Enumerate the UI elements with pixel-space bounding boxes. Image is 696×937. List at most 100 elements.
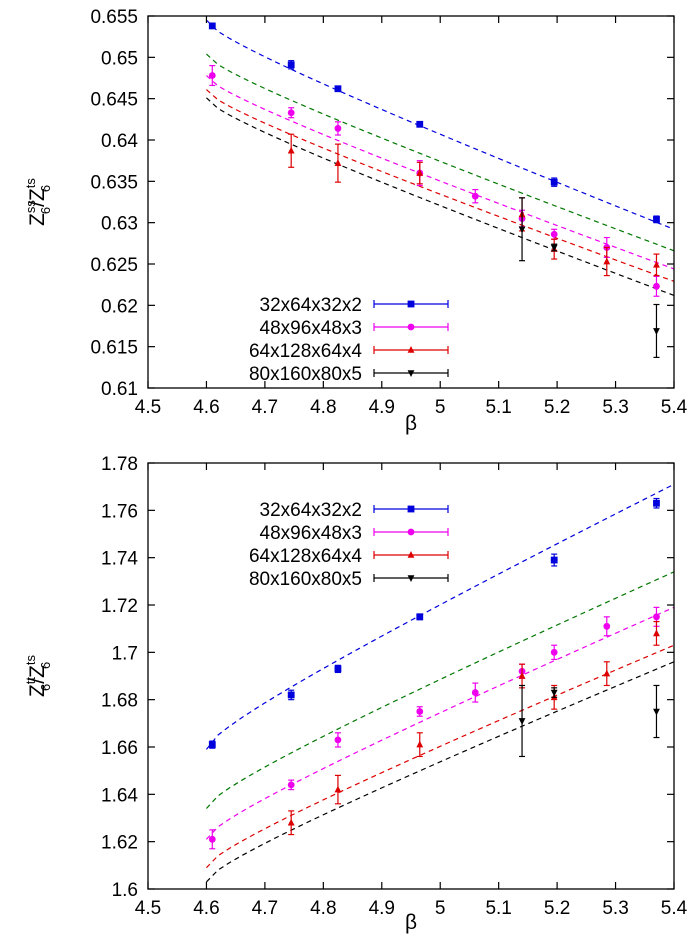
x-tick-label: 5.3 (602, 397, 628, 418)
y-label-part: 6 (38, 684, 53, 691)
x-tick-label: 5.2 (544, 898, 570, 919)
legend-marker (407, 370, 415, 377)
data-point (287, 691, 295, 699)
x-tick-label: 5.2 (544, 397, 570, 418)
data-point (287, 146, 295, 154)
series-1 (208, 497, 660, 749)
series-2 (208, 606, 660, 850)
fit-curve-4 (206, 89, 675, 282)
data-point (653, 260, 660, 268)
data-point (653, 708, 660, 716)
plot-frame (147, 462, 675, 890)
y-tick-label: 0.625 (90, 255, 138, 276)
y-label-part: ts (23, 654, 38, 665)
data-point (550, 230, 558, 238)
series-2 (208, 64, 660, 297)
data-point (334, 785, 342, 793)
y-tick-label: 1.62 (101, 833, 138, 854)
y-label-part: ss (23, 200, 38, 214)
data-point (603, 622, 611, 630)
data-point (603, 257, 611, 265)
fit-curve-5 (206, 97, 675, 296)
legend-marker (407, 551, 415, 558)
legend-marker (407, 300, 415, 308)
legend-marker (407, 575, 415, 582)
data-point (518, 672, 526, 679)
y-label-part: 6 (38, 207, 53, 214)
data-point (416, 613, 424, 621)
y-tick-label: 1.72 (101, 596, 138, 617)
series-4 (518, 197, 660, 359)
y-tick-label: 0.63 (101, 214, 138, 235)
data-point (550, 556, 558, 564)
legend-label: 64x128x64x4 (249, 546, 362, 567)
y-axis-label: Zss6/Zts6 (23, 178, 53, 226)
legend-label: 80x160x80x5 (249, 364, 362, 385)
y-tick-label: 0.61 (101, 379, 138, 400)
data-point (653, 328, 660, 335)
y-tick-label: 1.6 (112, 880, 138, 901)
data-point (653, 282, 660, 290)
fit-curve-3 (206, 75, 675, 270)
legend-label: 32x64x32x2 (260, 500, 362, 521)
x-tick-label: 4.7 (252, 898, 278, 919)
x-tick-label: 5.4 (661, 397, 688, 418)
x-tick-label: 4.9 (369, 898, 395, 919)
y-tick-label: 0.64 (101, 131, 138, 152)
y-tick-label: 1.68 (101, 691, 138, 712)
data-point (334, 125, 342, 132)
data-point (416, 169, 424, 176)
data-point (518, 226, 526, 234)
data-point (287, 61, 295, 69)
y-tick-label: 0.62 (101, 296, 138, 317)
y-label-part: tt (23, 677, 38, 685)
x-tick-label: 4.9 (369, 397, 395, 418)
y-tick-label: 0.615 (90, 338, 138, 359)
series-4 (518, 684, 660, 758)
legend-label: 32x64x32x2 (260, 295, 362, 316)
y-label-part: / (26, 201, 49, 207)
y-tick-label: 0.635 (90, 172, 138, 193)
data-point (653, 215, 660, 223)
data-point (550, 689, 558, 697)
chart-panel-2: 4.5 4.6 4.7 4.8 4.9 5 5.1 5.2 5.3 5.4 1.6 1.62 1.64 1… (23, 454, 688, 934)
data-point (518, 718, 526, 725)
data-point (287, 781, 295, 789)
x-tick-label: 5 (435, 397, 446, 418)
data-point (653, 613, 660, 621)
data-point (550, 648, 558, 656)
legend-label: 80x160x80x5 (249, 569, 362, 590)
y-label-part: Z (26, 213, 49, 226)
chart-panel-1: 4.5 4.6 4.7 4.8 4.9 5 5.1 5.2 5.3 5.4 0.61 0.615 0.6… (23, 7, 688, 435)
y-tick-label: 1.64 (101, 785, 138, 806)
x-axis-label: β (405, 911, 417, 934)
legend: 32x64x32x248x96x48x364x128x64x480x160x80… (249, 295, 449, 385)
y-label-part: ts (23, 178, 38, 189)
x-tick-label: 4.6 (193, 898, 219, 919)
data-point (416, 120, 424, 128)
x-tick-label: 4.5 (135, 397, 161, 418)
data-point (208, 72, 216, 79)
data-point (471, 192, 479, 200)
y-label-part: 6 (38, 185, 53, 192)
y-label-part: / (26, 678, 49, 684)
legend-marker (407, 528, 415, 536)
y-tick-label: 1.66 (101, 738, 138, 759)
data-point (287, 818, 295, 826)
data-point (208, 835, 216, 843)
x-tick-label: 4.5 (135, 898, 161, 919)
x-tick-label: 5.3 (602, 898, 628, 919)
legend-marker (407, 346, 415, 353)
data-point (334, 159, 342, 166)
fit-curve-1 (206, 19, 675, 230)
x-tick-label: 5 (435, 898, 446, 919)
series-3 (287, 620, 660, 836)
data-point (287, 109, 295, 117)
fit-curve-2 (206, 53, 675, 252)
legend-label: 64x128x64x4 (249, 341, 362, 362)
fit-curve-3 (206, 606, 675, 840)
y-axis-label: Ztt6/Zts6 (23, 654, 53, 697)
x-axis-label: β (405, 412, 417, 435)
fit-curve-4 (206, 644, 675, 869)
